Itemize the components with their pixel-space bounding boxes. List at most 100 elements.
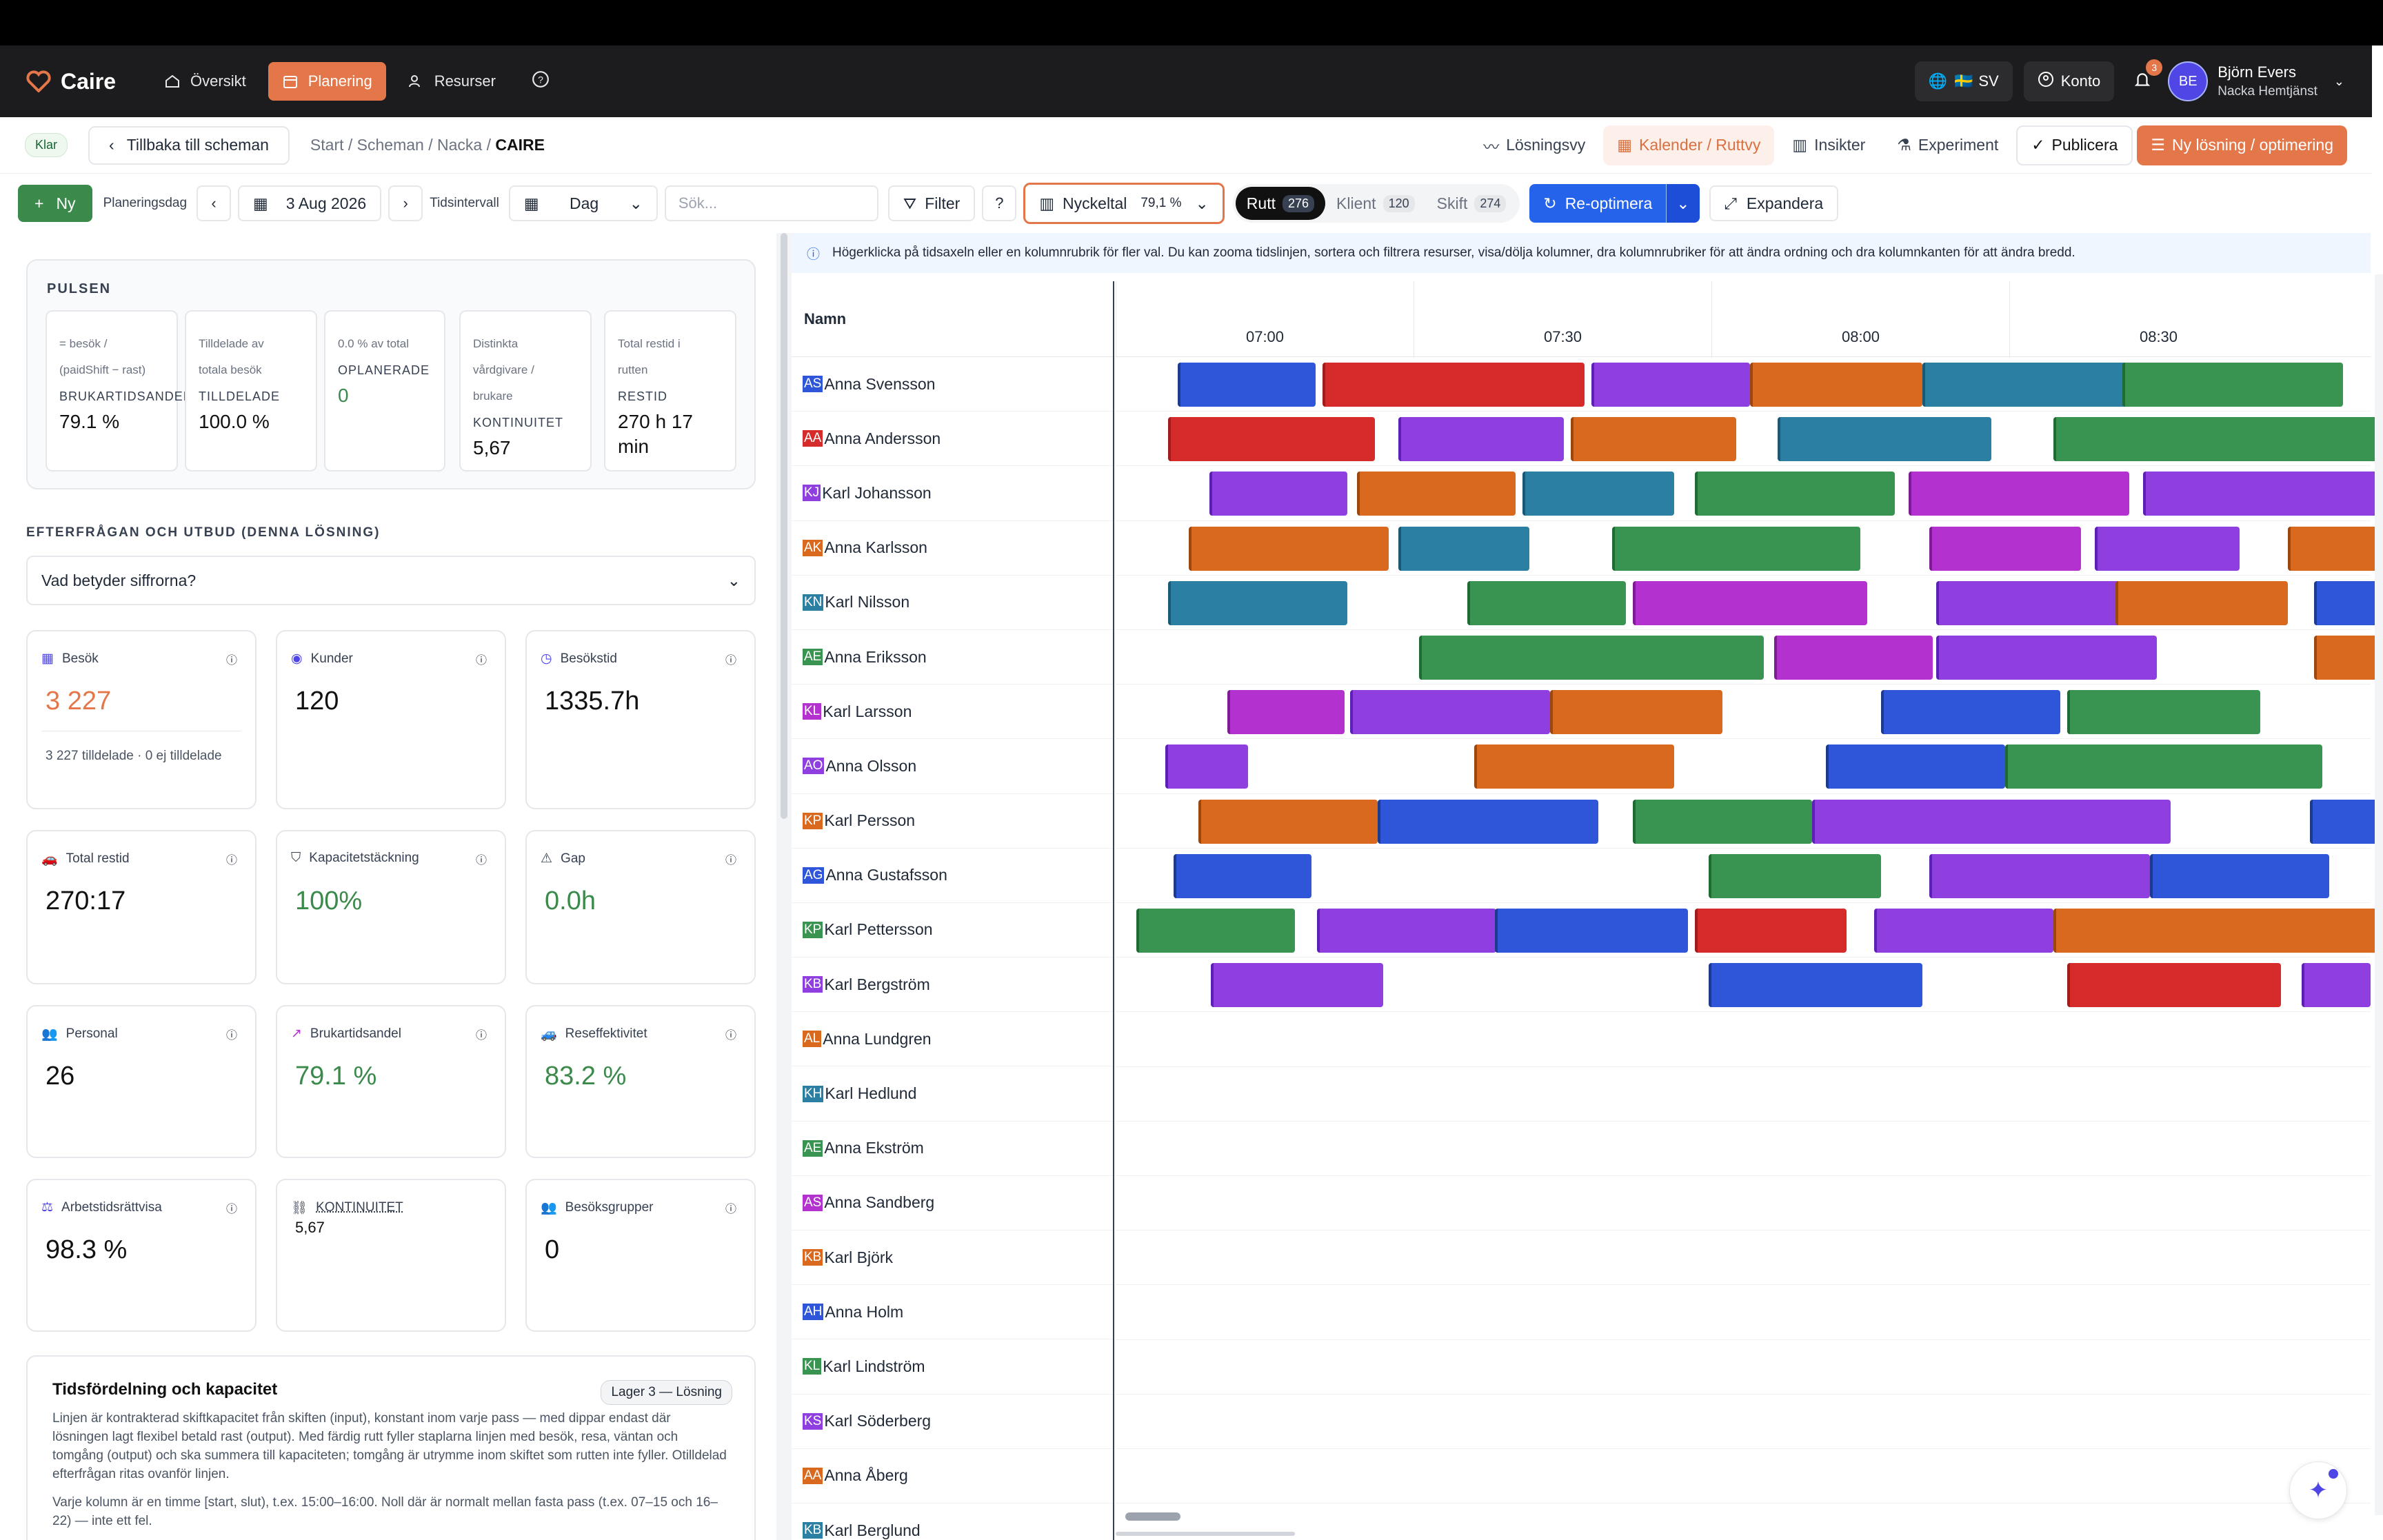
visit-block[interactable] [1929, 853, 2150, 898]
visit-block[interactable] [1612, 526, 1860, 571]
resource-lane[interactable] [1116, 1230, 2371, 1286]
resource-lane[interactable] [1116, 794, 2379, 849]
language-selector[interactable]: 🌐 🇸🇪 SV [1914, 61, 2013, 101]
visit-block[interactable] [2302, 963, 2371, 1008]
nav-oversikt[interactable]: Översikt [150, 62, 260, 101]
chevron-down-icon[interactable]: ⌄ [1667, 184, 1700, 223]
visit-block[interactable] [1936, 580, 2136, 625]
tab-skift[interactable]: Skift 274 [1426, 187, 1518, 220]
resource-lane[interactable] [1116, 466, 2383, 521]
visit-block[interactable] [1323, 363, 1585, 407]
resource-lane[interactable] [1116, 685, 2371, 740]
resource-lane[interactable] [1116, 1340, 2371, 1395]
visit-block[interactable] [2005, 744, 2322, 789]
visit-block[interactable] [1467, 580, 1626, 625]
visit-block[interactable] [1398, 526, 1529, 571]
visit-block[interactable] [1695, 472, 1895, 516]
resource-row[interactable]: AE Anna Eriksson [792, 630, 1113, 685]
help-icon[interactable]: ⓘ [725, 655, 736, 667]
resource-lane[interactable] [1116, 849, 2371, 903]
visit-block[interactable] [1709, 963, 1922, 1008]
resource-row[interactable]: KB Karl Bergström [792, 958, 1113, 1013]
ny-losning-button[interactable]: ☰ Ny lösning / optimering [2137, 125, 2347, 165]
horizontal-scrollbar[interactable] [1116, 1532, 1295, 1536]
resource-row[interactable]: KL Karl Lindström [792, 1339, 1113, 1395]
visit-block[interactable] [1495, 909, 1688, 953]
visit-block[interactable] [1168, 580, 1347, 625]
visit-block[interactable] [1209, 472, 1347, 516]
help-icon[interactable]: ⓘ [225, 1204, 237, 1215]
resource-row[interactable]: AA Anna Andersson [792, 412, 1113, 467]
account-button[interactable]: Konto [2023, 61, 2115, 101]
resource-lane[interactable] [1116, 357, 2371, 412]
insikter-button[interactable]: ▥ Insikter [1778, 125, 1879, 165]
visit-block[interactable] [1168, 417, 1375, 462]
breadcrumb-start[interactable]: Start [310, 136, 344, 154]
avatar[interactable]: BE [2168, 61, 2209, 101]
resource-lane[interactable] [1116, 1285, 2371, 1340]
visit-block[interactable] [1929, 526, 2081, 571]
next-day-button[interactable]: › [388, 185, 423, 221]
visit-block[interactable] [1571, 417, 1736, 462]
help-icon[interactable]: ⓘ [725, 855, 736, 867]
visit-block[interactable] [1357, 472, 1516, 516]
time-axis[interactable]: 07:00 07:30 08:00 08:30 [1116, 281, 2371, 357]
visit-block[interactable] [1778, 417, 1991, 462]
visit-block[interactable] [2067, 690, 2260, 735]
visit-block[interactable] [1136, 909, 1295, 953]
resource-lane[interactable] [1116, 1122, 2371, 1176]
breadcrumb-scheman[interactable]: Scheman [356, 136, 424, 154]
tab-rutt[interactable]: Rutt 276 [1235, 187, 1326, 220]
visit-block[interactable] [1474, 744, 1674, 789]
resource-row[interactable]: AE Anna Ekström [792, 1122, 1113, 1176]
chevron-down-icon[interactable]: ⌄ [2333, 74, 2344, 88]
losningsvy-button[interactable]: 〰 Lösningsvy [1469, 125, 1599, 165]
help-icon[interactable]: ⓘ [475, 1030, 487, 1042]
visit-block[interactable] [1874, 909, 2053, 953]
resource-lane[interactable] [1116, 1503, 2371, 1540]
resource-row[interactable]: KN Karl Nilsson [792, 576, 1113, 630]
visit-block[interactable] [1881, 690, 2060, 735]
experiment-button[interactable]: ⚗ Experiment [1883, 125, 2012, 165]
resource-row[interactable]: KB Karl Berglund [792, 1503, 1113, 1540]
resource-lane[interactable] [1116, 1395, 2371, 1449]
visit-block[interactable] [2067, 963, 2281, 1008]
help-icon[interactable]: ⓘ [475, 855, 487, 867]
visit-block[interactable] [1826, 744, 2005, 789]
visit-block[interactable] [1227, 690, 1345, 735]
tab-klient[interactable]: Klient 120 [1325, 187, 1426, 220]
visit-block[interactable] [1633, 580, 1867, 625]
visit-block[interactable] [1211, 963, 1383, 1008]
visit-block[interactable] [1350, 690, 1550, 735]
help-icon[interactable]: ⓘ [225, 655, 237, 667]
publicera-button[interactable]: ✓ Publicera [2016, 125, 2133, 165]
help-button[interactable]: ? [518, 62, 563, 101]
interval-select[interactable]: ▦ Dag ⌄ [508, 185, 658, 221]
help-icon[interactable]: ⓘ [725, 1030, 736, 1042]
expandera-button[interactable]: ⤢ Expandera [1709, 185, 1839, 221]
resource-row[interactable]: KS Karl Söderberg [792, 1395, 1113, 1449]
visit-block[interactable] [1909, 472, 2129, 516]
visit-block[interactable] [1378, 799, 1598, 844]
resource-row[interactable]: KP Karl Pettersson [792, 903, 1113, 958]
resource-lane[interactable] [1116, 1067, 2371, 1122]
visit-block[interactable] [1695, 909, 1847, 953]
visit-block[interactable] [1812, 799, 2171, 844]
visit-block[interactable] [1317, 909, 1496, 953]
notifications-button[interactable]: 3 [2133, 59, 2163, 93]
visit-block[interactable] [1633, 799, 1812, 844]
resource-lane[interactable] [1116, 739, 2371, 794]
resource-row[interactable]: AH Anna Holm [792, 1285, 1113, 1340]
visit-block[interactable] [1522, 472, 1674, 516]
resource-lane[interactable] [1116, 576, 2383, 630]
help-icon[interactable]: ⓘ [475, 655, 487, 667]
scroll-handle[interactable] [1125, 1512, 1180, 1521]
resource-lane[interactable] [1116, 630, 2383, 685]
visit-block[interactable] [1922, 363, 2129, 407]
help-button[interactable]: ? [982, 185, 1017, 221]
reoptimera-button[interactable]: ↻ Re-optimera ⌄ [1529, 184, 1700, 223]
resource-row[interactable]: AO Anna Olsson [792, 739, 1113, 794]
visit-block[interactable] [2143, 472, 2383, 516]
visit-block[interactable] [1189, 526, 1389, 571]
add-button[interactable]: + Ny [18, 185, 92, 222]
